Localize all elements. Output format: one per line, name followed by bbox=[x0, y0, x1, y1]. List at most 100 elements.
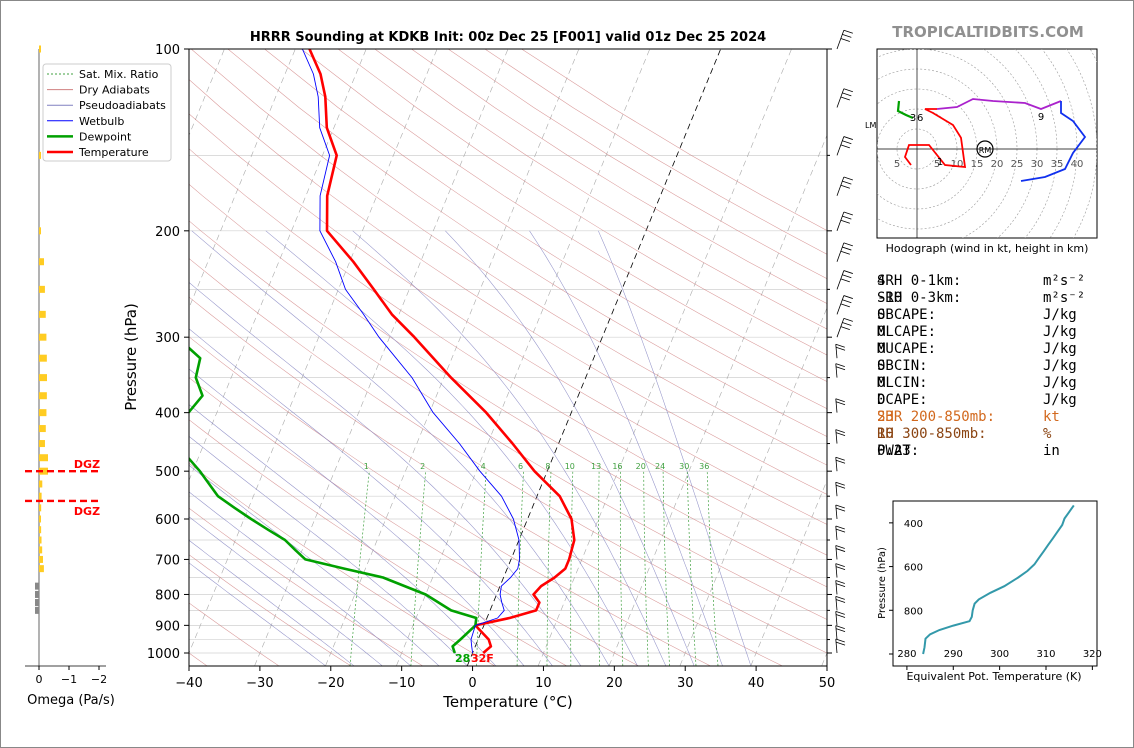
x-tick-label: −30 bbox=[246, 676, 273, 691]
chart-title: HRRR Sounding at KDKB Init: 00z Dec 25 [… bbox=[250, 30, 766, 45]
hodograph-ring-label: 40 bbox=[1071, 159, 1084, 170]
omega-panel: DGZ DGZ 0 −1 −2 Omega (Pa/s) bbox=[25, 45, 115, 708]
dry-adiabat bbox=[189, 148, 827, 556]
barb-flag bbox=[842, 215, 852, 220]
omega-bar bbox=[35, 606, 39, 614]
mixing-ratio-line bbox=[662, 471, 670, 666]
wind-barb bbox=[835, 596, 846, 611]
param-label: PWAT: bbox=[877, 443, 920, 459]
mixing-ratio-label: 13 bbox=[591, 462, 601, 471]
param-value: 4 bbox=[877, 273, 886, 289]
omega-bar bbox=[39, 151, 41, 159]
hodograph-ring-label: 35 bbox=[1051, 159, 1064, 170]
legend-entry: Dry Adiabats bbox=[79, 84, 150, 97]
dry-adiabat bbox=[189, 336, 711, 666]
x-tick-label: −40 bbox=[175, 676, 202, 691]
x-tick-label: −10 bbox=[388, 676, 415, 691]
barb-flag bbox=[843, 88, 853, 93]
omega-bar bbox=[39, 285, 45, 293]
param-row: MLCAPE: 0 J/kg bbox=[877, 324, 1107, 341]
dgz-label: DGZ bbox=[74, 458, 100, 471]
hodograph-height-label: 6 bbox=[917, 113, 923, 124]
dry-adiabat bbox=[191, 49, 827, 466]
param-row: MUCAPE: 0 J/kg bbox=[877, 341, 1107, 358]
hodograph-rm-label: RM bbox=[979, 146, 992, 155]
wind-barb bbox=[836, 242, 853, 262]
barb-flag bbox=[835, 566, 846, 571]
isotherm bbox=[189, 49, 296, 309]
barb-flag bbox=[835, 548, 846, 552]
pseudoadiabat bbox=[352, 230, 667, 666]
zero-isotherm bbox=[466, 49, 722, 666]
dewpoint-profile bbox=[189, 346, 478, 654]
wind-barb bbox=[836, 29, 853, 50]
y-tick-label: 200 bbox=[155, 225, 180, 240]
omega-bar bbox=[39, 374, 47, 382]
barb-flag bbox=[842, 299, 852, 304]
hodograph-ring-label: 20 bbox=[991, 159, 1004, 170]
barb-flag bbox=[835, 611, 845, 615]
barb-flag bbox=[835, 580, 845, 584]
mixing-ratio-label: 20 bbox=[636, 462, 646, 471]
pseudoadiabat bbox=[189, 328, 553, 666]
param-label: SRH 0-3km: bbox=[877, 290, 962, 306]
x-tick-label: 40 bbox=[748, 676, 765, 691]
dry-adiabat bbox=[411, 49, 827, 304]
dry-adiabat bbox=[227, 49, 827, 437]
y-tick-label: 1000 bbox=[147, 647, 180, 662]
barb-flag bbox=[843, 136, 853, 140]
pseudoadiabat bbox=[189, 435, 468, 666]
theta-y-tick-label: 600 bbox=[904, 563, 923, 574]
hodograph-height-label: 9 bbox=[1038, 112, 1044, 123]
barb-flag bbox=[840, 303, 850, 308]
mixing-ratio-label: 8 bbox=[545, 462, 550, 471]
barb-flag bbox=[835, 625, 845, 629]
mixing-ratio-label: 36 bbox=[699, 462, 709, 471]
barb-flag bbox=[835, 628, 846, 633]
barb-flag bbox=[835, 398, 845, 403]
barb-flag bbox=[835, 456, 845, 461]
barb-flag bbox=[835, 638, 845, 643]
barb-flag bbox=[843, 176, 853, 181]
barb-flag bbox=[835, 343, 845, 348]
theta-y-tick-label: 800 bbox=[904, 606, 923, 617]
param-row: SBCAPE: 0 J/kg bbox=[877, 307, 1107, 324]
barb-flag bbox=[835, 504, 845, 509]
barb-shaft bbox=[835, 398, 838, 413]
y-tick-label: 800 bbox=[155, 588, 180, 603]
hodograph-panel: 5 5 10 15 20 25 30 35 40 1 3 9 6 RM Hodograph (wind … bbox=[865, 48, 1098, 255]
wind-barb bbox=[835, 625, 846, 640]
barb-shaft bbox=[836, 318, 845, 338]
barb-flag bbox=[840, 219, 850, 224]
barb-shaft bbox=[836, 270, 845, 290]
y-tick-label: 900 bbox=[155, 619, 180, 634]
omega-bar bbox=[39, 492, 42, 500]
y-tick-label: 600 bbox=[155, 513, 180, 528]
barb-shaft bbox=[835, 639, 838, 654]
x-tick-label: 30 bbox=[677, 676, 694, 691]
barb-flag bbox=[835, 525, 845, 530]
omega-bar bbox=[39, 467, 48, 475]
barb-flag bbox=[843, 29, 853, 34]
omega-tick-label: −2 bbox=[91, 673, 107, 686]
barb-flag bbox=[835, 641, 846, 646]
param-row: SHR 200-850mb: 23 kt bbox=[877, 409, 1107, 426]
skew-t-frame bbox=[188, 48, 828, 667]
omega-tick-label: −1 bbox=[61, 673, 77, 686]
param-unit: in bbox=[1043, 443, 1060, 459]
wind-barb bbox=[835, 343, 846, 359]
param-unit: % bbox=[1043, 426, 1052, 442]
barb-flag bbox=[835, 401, 846, 406]
param-value: 10 bbox=[877, 426, 894, 442]
omega-bar bbox=[35, 590, 39, 598]
param-label: DCAPE: bbox=[877, 392, 928, 408]
y-tick-label: 400 bbox=[155, 407, 180, 422]
barb-shaft bbox=[835, 596, 838, 611]
pseudoadiabat bbox=[189, 404, 496, 666]
wind-barb bbox=[835, 638, 846, 654]
barb-flag bbox=[840, 278, 850, 283]
omega-bar bbox=[39, 409, 47, 417]
theta-e-profile bbox=[922, 504, 1075, 655]
wind-barb bbox=[836, 88, 853, 108]
theta-x-tick-label: 320 bbox=[1083, 649, 1102, 660]
